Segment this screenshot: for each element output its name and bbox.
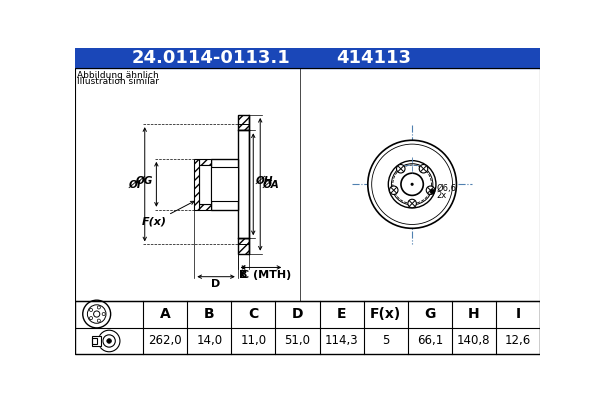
Bar: [75, 68, 540, 300]
Polygon shape: [238, 238, 250, 254]
Polygon shape: [194, 159, 199, 210]
Circle shape: [419, 164, 428, 173]
Circle shape: [401, 173, 424, 195]
Text: G: G: [424, 307, 436, 321]
Bar: [92, 336, 101, 346]
Text: 66,1: 66,1: [416, 334, 443, 348]
Bar: [75, 300, 540, 354]
Text: ØH: ØH: [256, 176, 273, 186]
Text: 5: 5: [382, 334, 389, 348]
Polygon shape: [211, 159, 238, 210]
Text: 262,0: 262,0: [148, 334, 182, 348]
Text: B: B: [204, 307, 215, 321]
Polygon shape: [199, 204, 211, 210]
Text: A: A: [160, 307, 170, 321]
Polygon shape: [199, 159, 211, 165]
Text: C: C: [248, 307, 259, 321]
Text: 51,0: 51,0: [284, 334, 311, 348]
Bar: [92, 336, 101, 346]
Text: C (MTH): C (MTH): [241, 270, 291, 280]
Circle shape: [388, 161, 436, 208]
Circle shape: [107, 339, 112, 343]
Text: Ø6,6: Ø6,6: [436, 184, 456, 193]
Text: ØE: ØE: [235, 183, 251, 193]
Text: 114,3: 114,3: [325, 334, 358, 348]
Text: 414113: 414113: [336, 49, 411, 67]
Circle shape: [408, 199, 416, 208]
Text: I: I: [515, 307, 521, 321]
Polygon shape: [199, 165, 211, 204]
Text: F(x): F(x): [142, 216, 166, 226]
Circle shape: [98, 330, 120, 352]
Circle shape: [103, 335, 115, 347]
Bar: [92, 338, 97, 344]
Text: D: D: [292, 307, 303, 321]
Bar: [75, 300, 540, 354]
Text: 140,8: 140,8: [457, 334, 491, 348]
Bar: [75, 48, 540, 68]
Circle shape: [430, 189, 435, 194]
Text: 24.0114-0113.1: 24.0114-0113.1: [131, 49, 290, 67]
Text: F(x): F(x): [370, 307, 401, 321]
Text: ØG: ØG: [136, 176, 153, 186]
Text: H: H: [468, 307, 479, 321]
Text: ØI: ØI: [129, 179, 142, 189]
Polygon shape: [238, 115, 250, 130]
Circle shape: [389, 186, 398, 194]
Bar: [92, 338, 97, 344]
Circle shape: [426, 186, 435, 194]
Circle shape: [397, 164, 405, 173]
Text: D: D: [211, 279, 221, 289]
Circle shape: [410, 183, 413, 186]
Text: ØA: ØA: [263, 179, 280, 189]
Polygon shape: [238, 130, 250, 238]
Circle shape: [391, 164, 433, 205]
Text: 11,0: 11,0: [241, 334, 266, 348]
Text: Illustration similar: Illustration similar: [77, 77, 160, 86]
Text: E: E: [337, 307, 346, 321]
Text: 2x: 2x: [436, 191, 446, 200]
Polygon shape: [211, 167, 238, 201]
Text: 12,6: 12,6: [505, 334, 531, 348]
Text: 14,0: 14,0: [196, 334, 223, 348]
Circle shape: [368, 140, 457, 228]
Text: B: B: [239, 270, 248, 280]
Text: Abbildung ähnlich: Abbildung ähnlich: [77, 71, 159, 80]
